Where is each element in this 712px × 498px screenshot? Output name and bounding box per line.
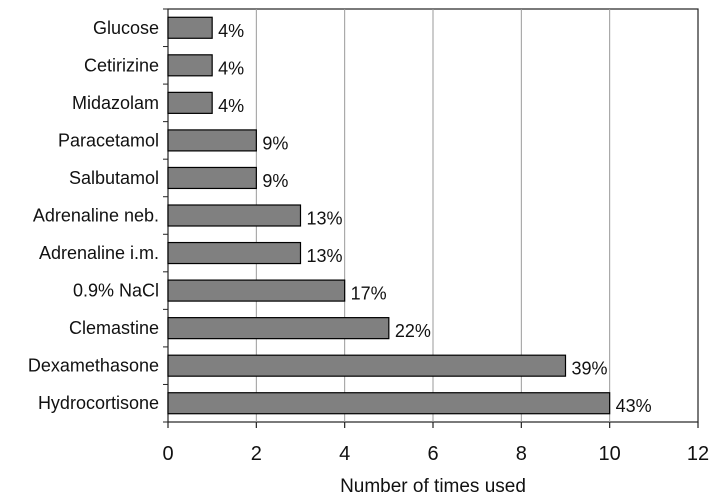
data-label: 9% [262, 171, 288, 191]
category-label: Hydrocortisone [38, 393, 159, 413]
x-axis-title: Number of times used [340, 476, 526, 497]
category-label: Adrenaline neb. [33, 206, 159, 226]
x-tick-label: 2 [251, 443, 262, 465]
data-label: 13% [307, 209, 343, 229]
bars [167, 16, 611, 415]
bar [167, 129, 257, 152]
data-label: 43% [616, 396, 652, 416]
x-tick-label: 10 [599, 443, 621, 465]
x-tick-label: 6 [427, 443, 438, 465]
data-label: 4% [218, 96, 244, 116]
category-label: Glucose [93, 18, 159, 38]
data-label: 4% [218, 21, 244, 41]
data-label: 9% [262, 133, 288, 153]
x-tick-label: 8 [516, 443, 527, 465]
x-tick-label: 0 [162, 443, 173, 465]
category-label: 0.9% NaCl [73, 281, 159, 301]
bar [167, 392, 611, 415]
category-label: Salbutamol [69, 168, 159, 188]
category-label: Paracetamol [58, 130, 159, 150]
bar [167, 16, 213, 39]
data-label: 22% [395, 321, 431, 341]
bar [167, 241, 302, 265]
x-tick-label: 4 [339, 443, 350, 465]
category-labels: Glucose Cetirizine Midazolam Paracetamol Sal… [28, 18, 159, 413]
category-label: Midazolam [72, 93, 159, 113]
bar [167, 354, 567, 377]
bar [167, 317, 390, 340]
x-tick-label: 12 [687, 443, 709, 465]
x-axis-ticks: 0 2 4 6 8 10 12 [162, 8, 709, 465]
bar [167, 166, 257, 190]
data-label: 39% [572, 359, 608, 379]
bar [167, 204, 302, 227]
category-label: Clemastine [69, 318, 159, 338]
bar [167, 279, 346, 302]
category-label: Dexamethasone [28, 356, 159, 376]
bar [167, 54, 213, 77]
data-label: 17% [351, 284, 387, 304]
gridlines [255, 9, 611, 422]
data-label: 13% [307, 246, 343, 266]
data-labels: 4% 4% 4% 9% 9% 13% 13% 17% 22% 39% 43% [218, 21, 652, 416]
category-label: Cetirizine [84, 55, 159, 75]
category-label: Adrenaline i.m. [39, 243, 159, 263]
bar [167, 91, 213, 114]
data-label: 4% [218, 58, 244, 78]
